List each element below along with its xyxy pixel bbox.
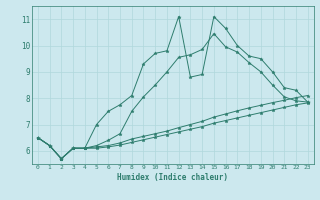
X-axis label: Humidex (Indice chaleur): Humidex (Indice chaleur) (117, 173, 228, 182)
